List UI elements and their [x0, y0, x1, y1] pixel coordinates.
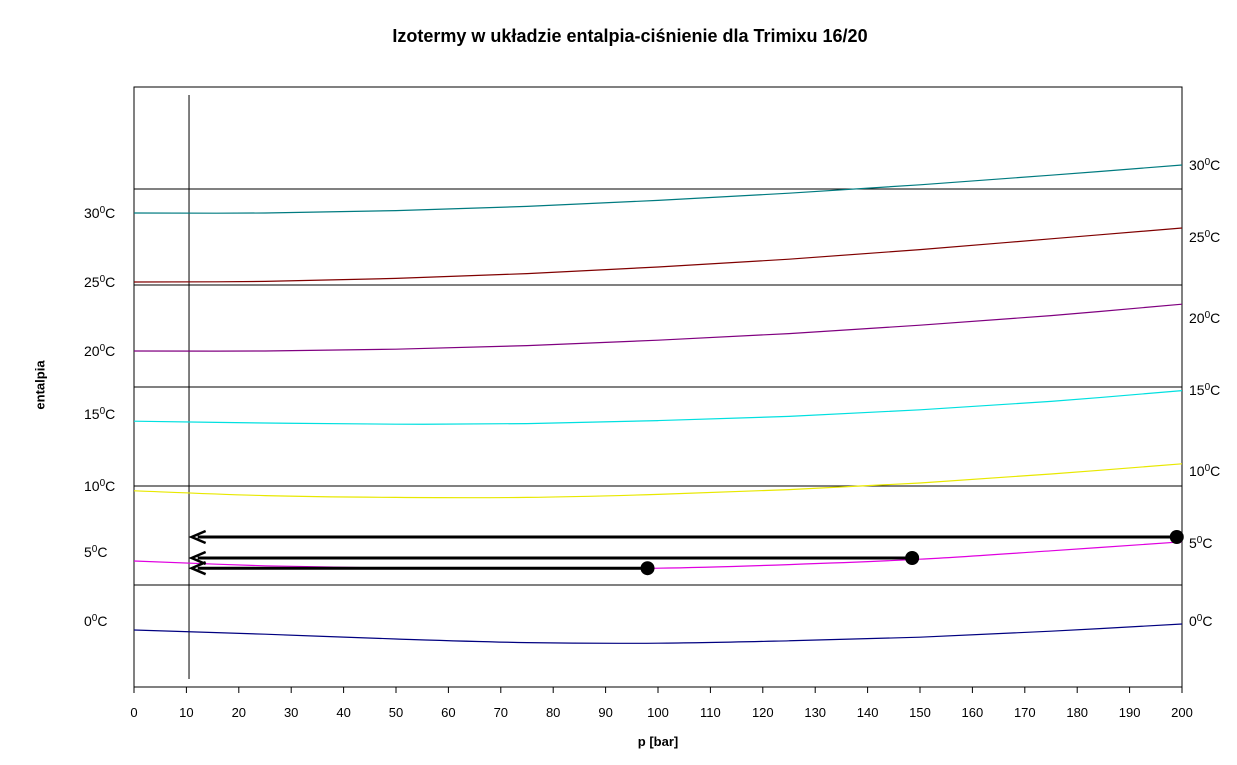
- x-tick-label: 10: [179, 705, 193, 720]
- x-tick-label: 90: [598, 705, 612, 720]
- x-tick-label: 140: [857, 705, 879, 720]
- arrow-head-1: [188, 550, 207, 566]
- x-tick-label: 180: [1066, 705, 1088, 720]
- arrow-head-2: [188, 561, 207, 576]
- left-temperature-labels: 300C 250C 200C 150C 100C 50C 00C: [84, 205, 115, 630]
- process-arrows: [188, 529, 1177, 576]
- x-tick-label: 170: [1014, 705, 1036, 720]
- x-tick-label: 50: [389, 705, 403, 720]
- left-temperature-label: 150C: [84, 406, 115, 423]
- right-temperature-label: 100C: [1189, 463, 1220, 480]
- x-axis-ticks: 0 10 20 30 40 50 60 70 80 90 100 110 120 130 140 150 160…: [130, 687, 1193, 720]
- left-temperature-label: 300C: [84, 205, 115, 222]
- state-points: [640, 530, 1184, 576]
- horizontal-gridlines: [134, 95, 1182, 679]
- left-temperature-label: 50C: [84, 544, 107, 561]
- right-temperature-labels: 300C 250C 200C 150C 100C 50C 00C: [1189, 157, 1220, 630]
- right-temperature-label: 300C: [1189, 157, 1220, 174]
- x-tick-label: 0: [130, 705, 137, 720]
- isotherm-line-3: [133, 390, 1183, 425]
- arrow-head-0: [188, 529, 207, 545]
- x-tick-label: 100: [647, 705, 669, 720]
- x-tick-label: 200: [1171, 705, 1193, 720]
- right-temperature-label: 00C: [1189, 613, 1212, 630]
- x-tick-label: 110: [700, 705, 721, 720]
- isotherm-line-2: [133, 303, 1183, 352]
- isotherm-line-4: [133, 463, 1183, 499]
- isotherm-line-1: [133, 227, 1183, 283]
- x-tick-label: 150: [909, 705, 931, 720]
- isotherm-line-0: [133, 164, 1183, 214]
- x-tick-label: 20: [232, 705, 246, 720]
- isotherm-line-5: [133, 541, 1183, 570]
- left-temperature-label: 200C: [84, 343, 115, 360]
- x-tick-label: 40: [336, 705, 350, 720]
- left-temperature-label: 250C: [84, 274, 115, 291]
- x-tick-label: 30: [284, 705, 298, 720]
- state-point-2: [640, 561, 655, 576]
- left-temperature-label: 00C: [84, 613, 107, 630]
- isotherm-line-6: [133, 623, 1183, 644]
- x-tick-label: 120: [752, 705, 774, 720]
- left-temperature-label: 100C: [84, 478, 115, 495]
- x-tick-label: 80: [546, 705, 560, 720]
- x-tick-label: 60: [441, 705, 455, 720]
- right-temperature-label: 50C: [1189, 535, 1212, 552]
- right-temperature-label: 250C: [1189, 229, 1220, 246]
- x-tick-label: 130: [804, 705, 826, 720]
- state-point-0: [1169, 530, 1184, 544]
- state-point-1: [905, 551, 920, 565]
- x-tick-label: 70: [494, 705, 508, 720]
- right-temperature-label: 200C: [1189, 310, 1220, 327]
- chart-title: Izotermy w układzie entalpia-ciśnienie d…: [392, 26, 868, 46]
- right-temperature-label: 150C: [1189, 382, 1220, 399]
- x-tick-label: 190: [1119, 705, 1141, 720]
- x-axis-label: p [bar]: [637, 734, 679, 749]
- isotherm-series: [133, 164, 1183, 644]
- x-tick-label: 160: [962, 705, 984, 720]
